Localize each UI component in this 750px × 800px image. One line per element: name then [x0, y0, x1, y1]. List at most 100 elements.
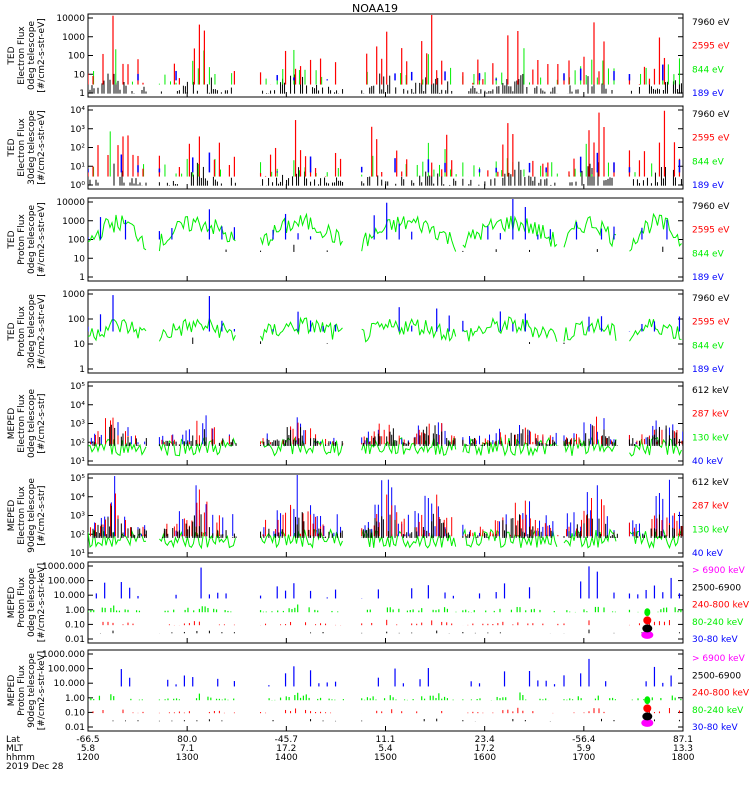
legend-entry: 612 keV	[692, 478, 729, 488]
flux-line	[462, 316, 558, 342]
y-tick-label: 1	[79, 89, 85, 99]
legend-entry: 80-240 keV	[692, 706, 744, 716]
legend-entry: 2500-6900	[692, 583, 741, 593]
y-axis-label-line: Electron Flux	[17, 118, 27, 177]
y-axis-label-line: [#/cm2-s-str]	[37, 393, 47, 453]
y-tick-label: 10³	[70, 512, 85, 522]
flux-line	[260, 212, 343, 247]
legend-entry: 2595 eV	[692, 134, 730, 144]
footer-mlt-value: 5.8	[81, 744, 96, 754]
y-tick-label: 1000	[62, 217, 85, 227]
panel-5: 10⁵ 10⁴ 10³ 10² 10¹ MEPED Electron Flux 0deg te…	[7, 381, 729, 467]
y-axis-label-line: Proton Flux	[17, 214, 27, 265]
legend-entry: 844 eV	[692, 249, 725, 259]
footer-lat-value: 80.0	[177, 735, 197, 745]
proton-peak-mark	[643, 616, 652, 625]
y-tick-label: 100.000	[48, 665, 85, 675]
y-axis-label-line: [#/cm2-s-str]	[37, 485, 47, 545]
panel-2: 10⁴ 10³ 10² 10¹ 10⁰ TED Electron Flux 30deg tel…	[7, 105, 730, 191]
y-tick-label: 10²	[70, 144, 85, 154]
proton-peak-mark	[644, 696, 651, 705]
footer-group: Lat -66.5 80.0 -45.7 11.1 23.4 -56.4 87.1 MLT 5.8…	[6, 92, 695, 772]
footer-lat-value: -45.7	[275, 735, 298, 745]
flux-line	[462, 528, 558, 548]
legend-entry: 7960 eV	[692, 18, 730, 28]
y-tick-label: 10³	[70, 125, 85, 135]
y-axis-label-line: TED	[7, 322, 17, 341]
flux-line	[629, 318, 682, 342]
proton-peak-mark	[641, 718, 654, 727]
panel-frame	[87, 649, 684, 732]
proton-peak-mark	[642, 624, 653, 633]
y-axis-label-line: Proton Flux	[17, 665, 27, 716]
panel-4: 1000 100 10 1 TED Proton Flux 30deg telescope[…	[7, 289, 730, 375]
y-axis-label-line: 0deg telescope	[27, 389, 37, 459]
footer-hhmm-value: 1500	[374, 753, 397, 763]
y-axis-label-line: 0deg telescope	[27, 568, 37, 638]
flux-line	[563, 436, 617, 456]
y-axis-label-line: 90deg telescope	[27, 653, 37, 728]
flux-line	[88, 529, 147, 549]
y-tick-label: 10⁰	[70, 181, 85, 191]
legend-entry: 30-80 keV	[692, 723, 738, 733]
panel-1: 10000 1000 100 10 1 TED Electron Flux 0deg tele…	[7, 13, 730, 99]
flux-line	[260, 316, 343, 342]
legend-entry: 287 keV	[692, 410, 729, 420]
legend-entry: 2595 eV	[692, 318, 730, 328]
y-tick-label: 100	[68, 236, 85, 246]
footer-hhmm-value: 1400	[275, 753, 298, 763]
flux-line	[361, 317, 457, 343]
flux-line	[88, 214, 147, 251]
flux-line	[361, 437, 457, 456]
y-tick-label: 10	[74, 70, 86, 80]
legend-entry: 130 keV	[692, 525, 729, 535]
panel-6: 10⁵ 10⁴ 10³ 10² 10¹ MEPED Electron Flux 90deg t…	[7, 473, 729, 559]
footer-lat-value: -66.5	[76, 735, 99, 745]
flux-line	[88, 318, 147, 342]
y-tick-label: 10⁴	[70, 106, 85, 116]
y-axis-label-line: MEPED	[7, 500, 17, 532]
legend-entry: 189 eV	[692, 181, 725, 191]
y-tick-label: 10²	[70, 530, 85, 540]
panel-3: 10000 1000 100 10 1 TED Proton Flux 0deg telesc…	[7, 197, 730, 283]
legend-entry: 7960 eV	[692, 294, 730, 304]
y-axis-label-line: [#/cm2-s-str-eV]	[37, 18, 47, 93]
footer-hhmm-value: 1600	[473, 753, 496, 763]
y-axis-label-line: [#/cm2-s-str-eV]	[37, 294, 47, 369]
legend-entry: 7960 eV	[692, 110, 730, 120]
panel-frame	[87, 197, 684, 282]
panel-data-marks	[88, 658, 682, 727]
y-axis-label-line: Proton Flux	[17, 577, 27, 628]
y-axis-label-line: TED	[7, 138, 17, 157]
legend-entry: 2595 eV	[692, 226, 730, 236]
y-tick-label: 10³	[70, 420, 85, 430]
y-tick-label: 10¹	[70, 457, 85, 467]
y-axis-label-line: [#/cm2-s-str-eV]	[37, 110, 47, 185]
footer-mlt-value: 17.2	[276, 744, 296, 754]
legend-entry: 189 eV	[692, 273, 725, 283]
proton-peak-mark	[643, 704, 652, 713]
legend-entry: 7960 eV	[692, 202, 730, 212]
y-tick-label: 10000	[56, 198, 85, 208]
footer-hhmm-value: 1700	[572, 753, 595, 763]
y-tick-label: 10¹	[70, 549, 85, 559]
legend-entry: 40 keV	[692, 549, 724, 559]
flux-line	[361, 215, 457, 252]
panel-data-marks	[88, 110, 682, 186]
panel-data-marks	[88, 15, 682, 94]
y-tick-label: 10.000	[54, 679, 86, 689]
panel-data-marks	[88, 415, 683, 457]
y-axis-label-line: Proton Flux	[17, 306, 27, 357]
y-axis-label-line: 30deg telescope	[27, 294, 37, 369]
y-tick-label: 10	[74, 254, 86, 264]
y-tick-label: 10¹	[70, 162, 85, 172]
footer-mlt-value: 17.2	[475, 744, 495, 754]
footer-mlt-value: 5.4	[378, 744, 393, 754]
legend-entry: 844 eV	[692, 65, 725, 75]
legend-entry: 240-800 keV	[692, 601, 750, 611]
y-tick-label: 0.01	[65, 723, 85, 733]
flux-line	[158, 215, 236, 252]
y-tick-label: 10.000	[54, 591, 86, 601]
footer-mlt-value: 5.9	[577, 744, 592, 754]
legend-entry: 189 eV	[692, 365, 725, 375]
